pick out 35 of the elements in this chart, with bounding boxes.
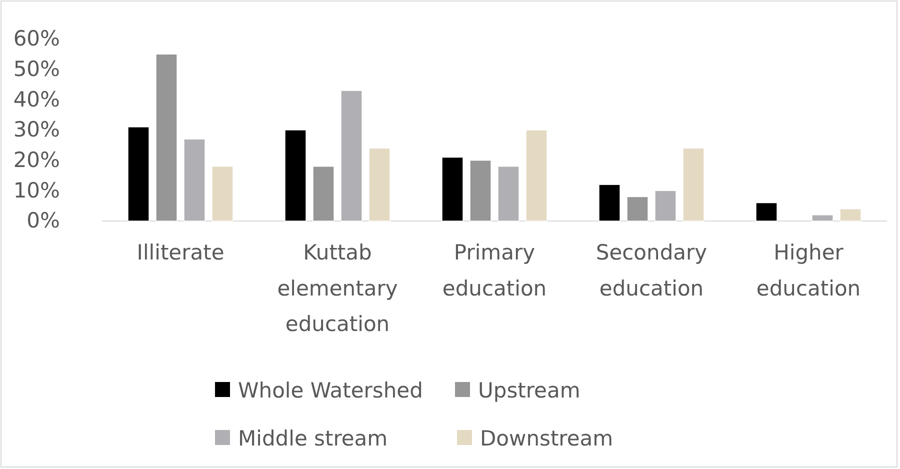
bar	[654, 190, 676, 222]
bar	[598, 184, 620, 222]
x-tick-label: Higher education	[756, 240, 861, 300]
bar	[128, 126, 150, 222]
x-tick-label: Illiterate	[136, 240, 224, 265]
legend-label: Downstream	[480, 426, 614, 450]
bar	[284, 130, 306, 222]
x-tick-label: Primary education	[442, 240, 547, 300]
y-tick-label: 60%	[13, 26, 60, 51]
legend-label: Middle stream	[238, 426, 388, 450]
bar	[442, 156, 464, 222]
bar	[340, 90, 362, 222]
bar	[682, 148, 704, 222]
y-tick-label: 40%	[13, 87, 60, 112]
y-tick-label: 0%	[26, 208, 60, 233]
bar	[626, 196, 648, 222]
bar	[470, 160, 492, 222]
x-tick-label: Kuttab elementary education	[277, 240, 398, 336]
bar	[156, 54, 178, 222]
bar	[812, 214, 834, 222]
bar	[498, 166, 520, 222]
x-tick-label: Secondary education	[596, 240, 708, 300]
y-tick-label: 20%	[13, 148, 60, 172]
bar	[840, 208, 862, 222]
y-tick-label: 50%	[13, 57, 60, 82]
bar	[212, 166, 234, 222]
legend-label: Whole Watershed	[238, 378, 423, 402]
legend-label: Upstream	[478, 378, 580, 402]
bar	[312, 166, 334, 222]
bar	[184, 138, 206, 222]
bar	[368, 148, 390, 222]
bar	[756, 202, 778, 222]
y-tick-label: 30%	[13, 118, 60, 142]
y-tick-label: 10%	[13, 178, 60, 202]
bar	[526, 130, 548, 222]
